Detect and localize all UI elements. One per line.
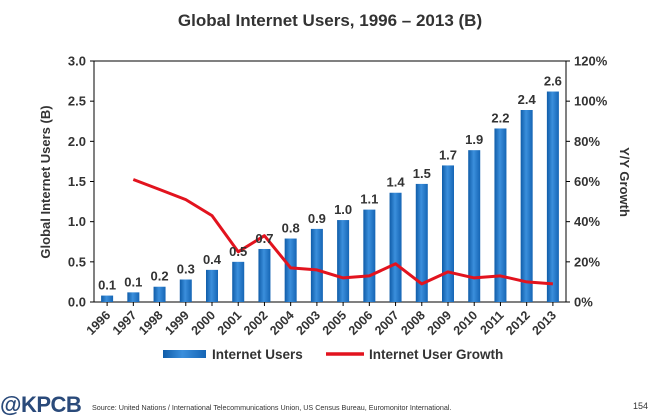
x-tick-label: 1997 <box>110 308 140 338</box>
bar <box>258 248 271 302</box>
x-tick-label: 1996 <box>84 308 114 338</box>
legend: Internet Users Internet User Growth <box>163 347 503 362</box>
bar <box>206 269 218 302</box>
x-tick-label: 2002 <box>241 308 271 338</box>
x-tick-label: 2013 <box>529 308 559 338</box>
y-tick-label: 1.0 <box>68 214 86 229</box>
y-right-tick-label: 40% <box>574 214 600 229</box>
y-tick-label: 0.0 <box>68 295 86 310</box>
growth-line <box>132 178 554 286</box>
bar <box>494 128 507 302</box>
bar <box>284 238 297 302</box>
bar-data-label: 1.0 <box>334 202 352 217</box>
bar <box>415 183 428 302</box>
bar-data-label: 0.5 <box>229 244 247 259</box>
y-tick-label: 3.0 <box>68 54 86 69</box>
page-number: 154 <box>633 401 649 411</box>
x-tick-label: 2008 <box>398 308 428 338</box>
bar-data-label: 0.7 <box>255 231 273 246</box>
bar-data-label: 2.2 <box>491 110 509 125</box>
x-tick-label: 2003 <box>293 308 323 338</box>
bar <box>101 295 114 302</box>
chart-title: Global Internet Users, 1996 – 2013 (B) <box>178 11 482 30</box>
bar <box>520 110 533 303</box>
kpcb-logo: @KPCB <box>0 392 82 417</box>
source-note: Source: United Nations / International T… <box>92 403 452 412</box>
y-tick-label: 2.5 <box>68 94 86 109</box>
x-tick-label: 2010 <box>451 308 481 338</box>
bar-data-label: 1.4 <box>387 175 406 190</box>
x-tick-label: 2000 <box>189 308 219 338</box>
y-tick-label: 0.5 <box>68 254 86 269</box>
x-tick-label: 1998 <box>136 308 166 338</box>
x-tick-label: 2007 <box>372 308 402 338</box>
y-right-tick-label: 0% <box>574 295 593 310</box>
x-tick-label: 2005 <box>320 308 350 338</box>
bar <box>127 292 140 302</box>
y-axis-label: Global Internet Users (B) <box>38 105 53 258</box>
x-tick-label: 2011 <box>477 308 506 337</box>
y-right-tick-label: 120% <box>574 54 608 69</box>
y-right-tick-label: 80% <box>574 134 600 149</box>
growth-line-layer <box>132 178 554 286</box>
x-tick-label: 1999 <box>162 308 192 338</box>
bar-data-label: 1.7 <box>439 147 457 162</box>
y-right-tick-label: 60% <box>574 174 600 189</box>
bar <box>310 228 323 302</box>
bar-data-label: 1.5 <box>413 166 431 181</box>
bar <box>179 279 192 302</box>
bar-data-label: 0.8 <box>282 221 300 236</box>
legend-label-bar: Internet Users <box>212 347 303 362</box>
bar-data-label: 1.9 <box>465 132 483 147</box>
data-labels: 0.1 0.1 0.2 0.3 0.4 0.5 0.7 0.8 0.9 1.0 1.1 1.4 1.5 1… <box>98 74 562 293</box>
bar-data-label: 0.1 <box>124 274 142 289</box>
bar <box>337 220 350 302</box>
x-tick-label: 2009 <box>425 308 455 338</box>
bar-data-label: 0.3 <box>177 262 195 277</box>
bar <box>546 91 559 302</box>
bar-data-label: 2.6 <box>544 74 562 89</box>
bar-data-label: 0.2 <box>151 269 169 284</box>
bars <box>101 91 559 303</box>
bar-data-label: 0.4 <box>203 252 222 267</box>
bar-data-label: 0.1 <box>98 278 116 293</box>
bar-data-label: 1.1 <box>360 192 378 207</box>
y-right-tick-label: 100% <box>574 94 608 109</box>
bar <box>389 192 402 302</box>
x-tick-label: 2004 <box>267 308 297 338</box>
bar <box>442 165 454 302</box>
bar-data-label: 2.4 <box>518 92 537 107</box>
x-tick-label: 2001 <box>215 308 245 338</box>
y-right-tick-label: 20% <box>574 254 600 269</box>
x-tick-label: 2012 <box>503 308 533 338</box>
legend-label-line: Internet User Growth <box>369 347 503 362</box>
bar <box>363 209 376 302</box>
y-axis-right-label: Y/Y Growth <box>617 147 632 217</box>
bar <box>468 150 481 302</box>
x-tick-label: 2006 <box>346 308 376 338</box>
legend-swatch-bar <box>163 350 206 358</box>
y-tick-label: 2.0 <box>68 134 86 149</box>
bar <box>232 261 245 302</box>
y-tick-label: 1.5 <box>68 174 86 189</box>
bar <box>153 286 166 302</box>
bar-data-label: 0.9 <box>308 211 326 226</box>
